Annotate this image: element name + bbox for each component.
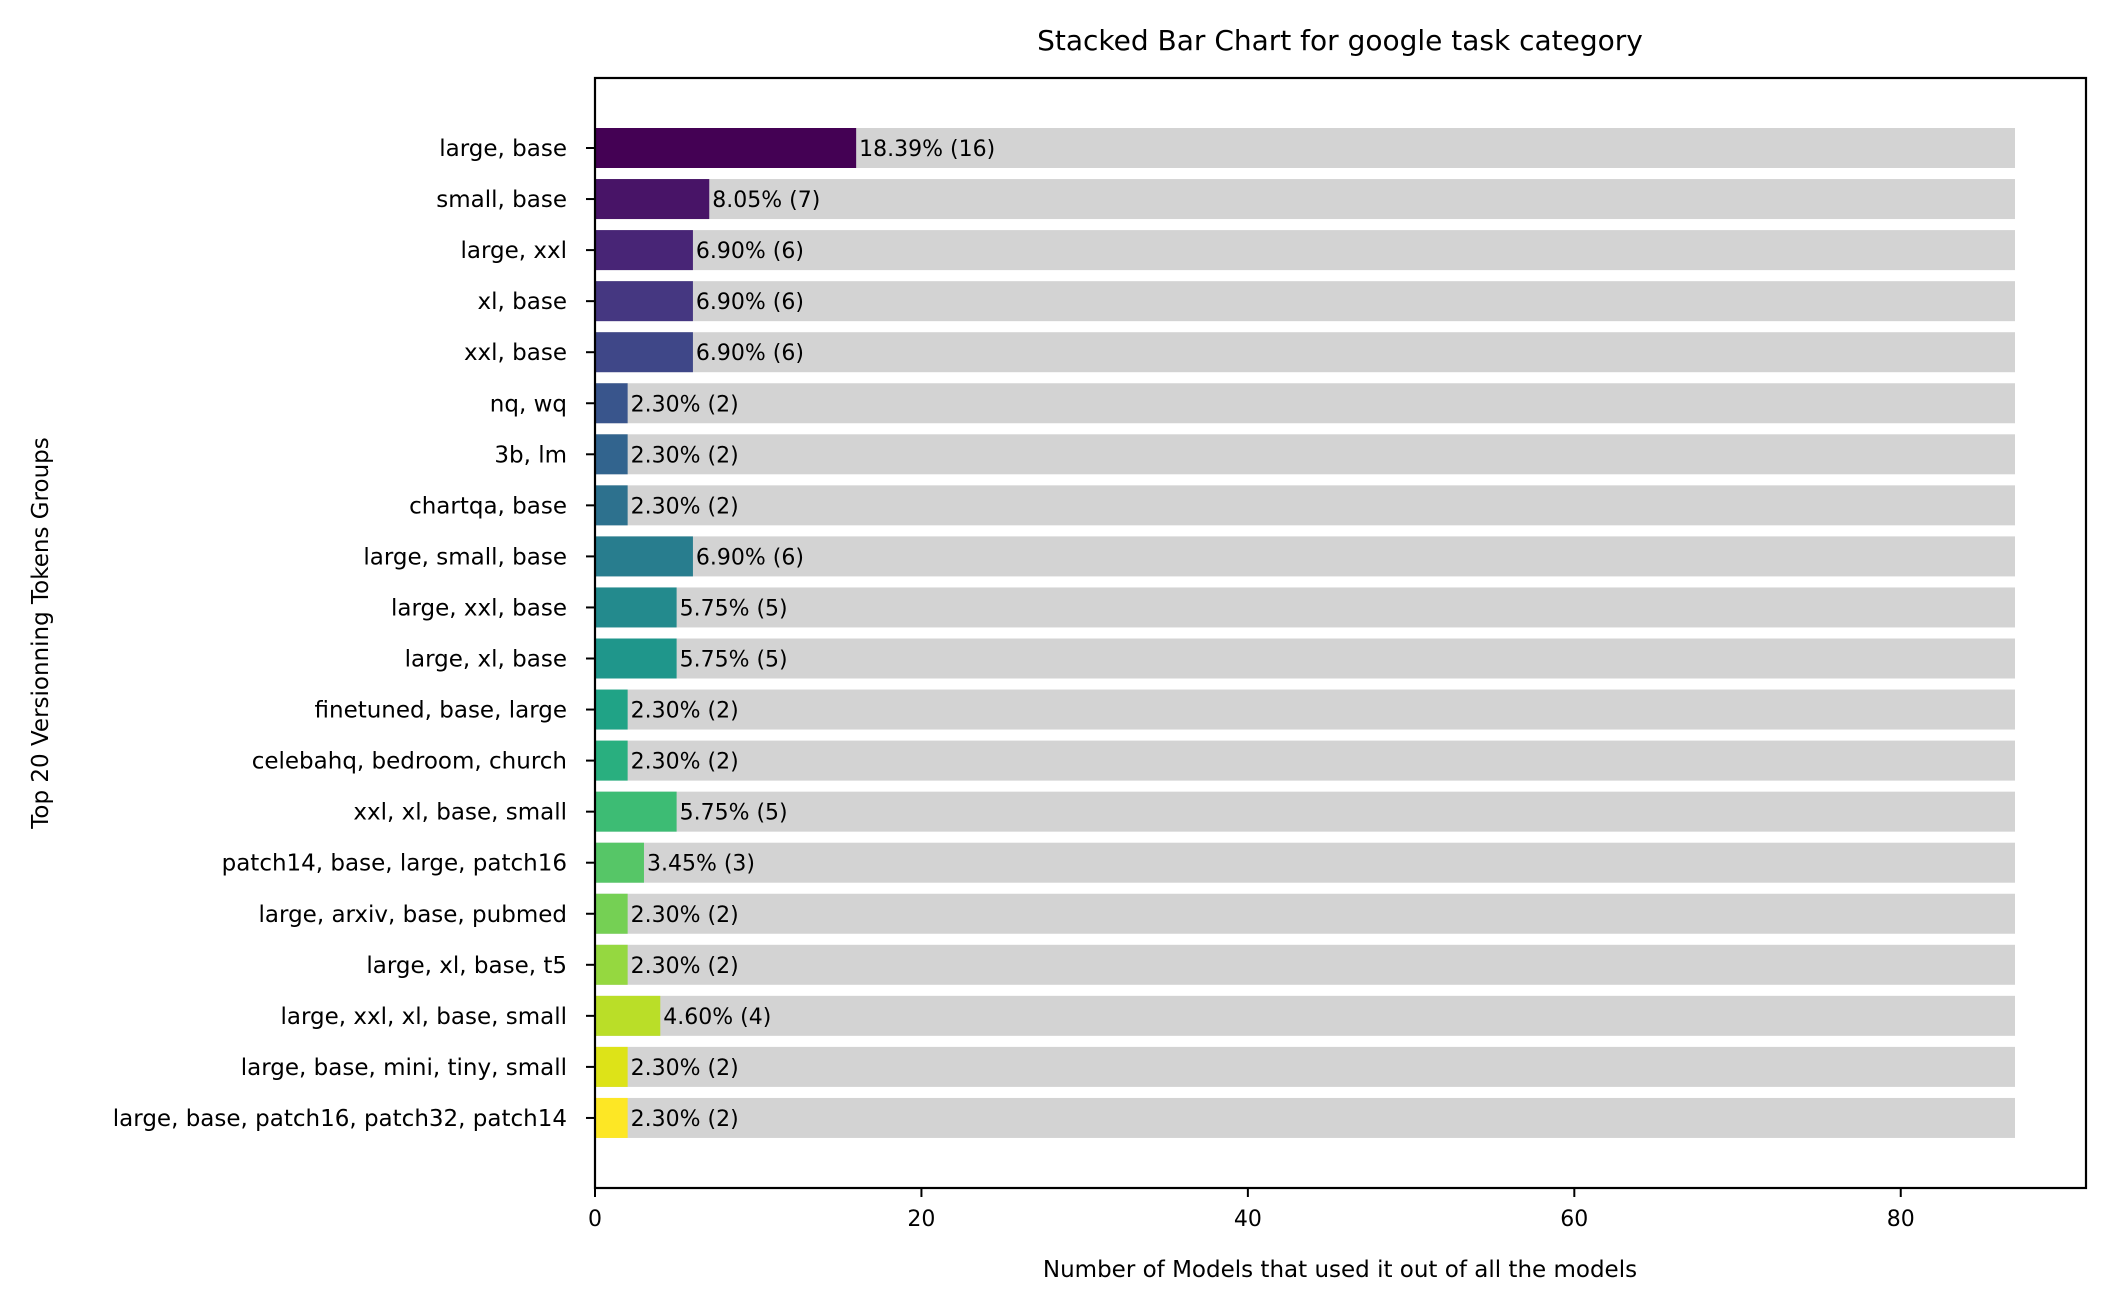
bar (595, 995, 661, 1036)
bar-data-label: 18.39% (16) (859, 137, 995, 162)
bar (595, 689, 628, 730)
bar-data-label: 2.30% (2) (631, 494, 739, 519)
bar (595, 434, 628, 475)
bar (595, 485, 628, 526)
bar-data-label: 2.30% (2) (631, 1056, 739, 1081)
bar-remainder (595, 842, 2015, 883)
y-tick-label: finetuned, base, large (315, 698, 568, 724)
bar (595, 1046, 628, 1087)
bar-remainder (595, 689, 2015, 730)
x-tick-label: 80 (1887, 1207, 1915, 1232)
y-tick-label: chartqa, base (409, 493, 567, 519)
bar (595, 128, 857, 168)
bar-remainder (595, 740, 2015, 781)
bar (595, 638, 677, 679)
x-tick-label: 40 (1234, 1207, 1262, 1232)
bar-data-label: 2.30% (2) (631, 750, 739, 775)
bar-data-label: 2.30% (2) (631, 903, 739, 928)
bar (595, 740, 628, 781)
bar-remainder (595, 179, 2015, 220)
y-tick-label: 3b, lm (494, 442, 567, 468)
y-tick-label: xxl, base (464, 340, 567, 366)
bar (595, 587, 677, 628)
bar-data-label: 2.30% (2) (631, 392, 739, 417)
bar (595, 791, 677, 832)
bar-data-label: 5.75% (5) (680, 648, 788, 673)
bar-data-label: 3.45% (3) (647, 852, 755, 877)
bar-data-label: 4.60% (4) (663, 1005, 771, 1030)
bar-data-label: 6.90% (6) (696, 545, 804, 570)
chart-title: Stacked Bar Chart for google task catego… (1037, 24, 1643, 57)
bar-data-label: 6.90% (6) (696, 239, 804, 264)
y-tick-label: nq, wq (490, 391, 567, 417)
bar-data-label: 2.30% (2) (631, 699, 739, 724)
y-tick-label: large, xl, base (405, 647, 567, 673)
x-axis-label: Number of Models that used it out of all… (1043, 1257, 1637, 1283)
bar-remainder (595, 485, 2015, 526)
bar-data-label: 5.75% (5) (680, 596, 788, 621)
bar-remainder (595, 230, 2015, 271)
y-tick-label: large, xl, base, t5 (366, 953, 567, 979)
x-tick-label: 0 (588, 1207, 602, 1232)
bar-remainder (595, 638, 2015, 679)
x-tick-label: 20 (907, 1207, 935, 1232)
bar-remainder (595, 995, 2015, 1036)
bar-remainder (595, 383, 2015, 424)
bar-remainder (595, 332, 2015, 373)
bar-remainder (595, 893, 2015, 934)
y-tick-label: celebahq, bedroom, church (252, 749, 567, 775)
bar-remainder (595, 536, 2015, 577)
bar-data-label: 2.30% (2) (631, 954, 739, 979)
x-ticks: 0 20 40 60 80 (588, 1188, 1915, 1232)
y-tick-label: small, base (436, 187, 567, 213)
bar-remainder (595, 944, 2015, 985)
y-axis-label: Top 20 Versionning Tokens Groups (28, 437, 54, 829)
x-tick-label: 60 (1560, 1207, 1588, 1232)
y-tick-label: large, xxl (460, 238, 567, 264)
bar (595, 536, 693, 577)
y-tick-label: large, xxl, xl, base, small (281, 1004, 567, 1030)
y-tick-label: large, base, mini, tiny, small (241, 1055, 567, 1081)
bar-data-label: 2.30% (2) (631, 1107, 739, 1132)
y-tick-label: large, xxl, base (391, 595, 567, 621)
y-tick-label: large, small, base (363, 544, 567, 570)
bar (595, 944, 628, 985)
bar-data-label: 5.75% (5) (680, 801, 788, 826)
bar-data-label: 2.30% (2) (631, 443, 739, 468)
bar (595, 230, 693, 271)
bar-remainder (595, 587, 2015, 628)
y-tick-label: large, base (439, 136, 567, 162)
bar-data-label: 8.05% (7) (712, 188, 820, 213)
y-tick-label: xl, base (478, 289, 567, 315)
bar-remainder (595, 281, 2015, 322)
bar-data-label: 6.90% (6) (696, 341, 804, 366)
bar-remainder (595, 434, 2015, 475)
bars-layer: 18.39% (16) 8.05% (7) 6.90% (6) 6.90% (6) 6.… (595, 128, 2015, 1138)
bar (595, 842, 644, 883)
bar (595, 1097, 628, 1138)
y-tick-labels: large, base small, base large, xxl xl, base… (113, 136, 595, 1132)
y-tick-label: patch14, base, large, patch16 (222, 851, 567, 877)
y-tick-label: xxl, xl, base, small (353, 800, 567, 826)
plot-frame (593, 76, 2088, 1190)
bar (595, 179, 710, 220)
bar-remainder (595, 791, 2015, 832)
bar-remainder (595, 1097, 2015, 1138)
bar (595, 332, 693, 373)
bar (595, 281, 693, 322)
bar (595, 383, 628, 424)
bar (595, 893, 628, 934)
y-tick-label: large, base, patch16, patch32, patch14 (113, 1106, 567, 1132)
bar-remainder (595, 1046, 2015, 1087)
bar-data-label: 6.90% (6) (696, 290, 804, 315)
y-tick-label: large, arxiv, base, pubmed (259, 902, 567, 928)
